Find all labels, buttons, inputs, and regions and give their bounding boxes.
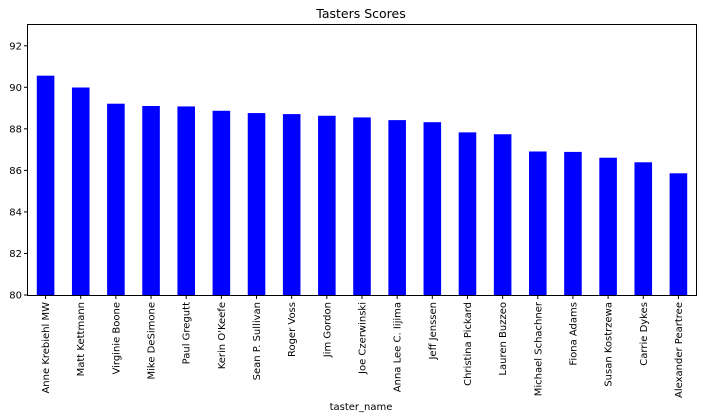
bar-11 — [423, 122, 442, 295]
y-tick-label: 82 — [9, 249, 22, 260]
y-axis: 80 82 84 86 88 90 92 — [9, 41, 28, 302]
bar-18 — [669, 173, 688, 295]
x-tick-label: Lauren Buzzeo — [498, 302, 509, 376]
bar-2 — [107, 103, 125, 295]
bar-16 — [599, 157, 617, 295]
x-tick-label: Matt Kettmann — [76, 302, 87, 376]
bar-1 — [71, 87, 90, 295]
x-tick-label: Christina Pickard — [463, 302, 474, 386]
bar-15 — [564, 151, 582, 295]
bar-14 — [529, 151, 547, 295]
x-tick-label: Anne Krebiehl MW — [41, 302, 52, 394]
y-tick-label: 88 — [9, 124, 22, 135]
y-tick-label: 80 — [9, 291, 22, 302]
x-tick-label: Roger Voss — [287, 302, 298, 357]
x-tick-label: Paul Gregutt — [182, 302, 193, 364]
y-tick-label: 92 — [9, 41, 22, 52]
bar-0 — [36, 75, 55, 295]
x-tick-label: Kerin O'Keefe — [217, 302, 228, 369]
x-tick-label: Virginie Boone — [111, 302, 122, 375]
bar-17 — [634, 162, 653, 295]
bar-5 — [212, 110, 231, 296]
x-tick-label: Sean P. Sullivan — [252, 302, 263, 380]
bar-6 — [247, 113, 266, 295]
x-tick-label: Carrie Dykes — [639, 302, 650, 366]
x-tick-label: Joe Czerwinski — [358, 302, 369, 375]
y-tick-label: 90 — [9, 83, 22, 94]
x-tick-label: Alexander Peartree — [674, 302, 685, 398]
x-axis: Anne Krebiehl MW Matt Kettmann Virginie Bo… — [41, 295, 685, 398]
bar-3 — [142, 106, 160, 295]
bar-9 — [353, 117, 371, 295]
x-tick-label: Susan Kostrzewa — [604, 302, 615, 387]
x-tick-label: Fiona Adams — [568, 302, 579, 366]
bar-10 — [388, 120, 406, 295]
y-tick-label: 86 — [9, 166, 22, 177]
x-tick-label: Jim Gordon — [322, 302, 333, 358]
x-tick-label: Jeff Jenssen — [428, 302, 439, 361]
bars — [36, 75, 688, 296]
x-tick-label: Anna Lee C. Iijima — [393, 302, 404, 392]
x-tick-label: Mike DeSimone — [147, 302, 158, 380]
x-axis-label: taster_name — [330, 402, 393, 413]
y-tick-label: 84 — [9, 207, 22, 218]
bar-13 — [493, 134, 512, 295]
x-tick-label: Michael Schachner — [533, 301, 544, 396]
chart-title: Tasters Scores — [315, 6, 405, 21]
bar-7 — [282, 114, 301, 295]
bar-4 — [177, 106, 195, 296]
bar-8 — [318, 115, 336, 295]
bar-12 — [458, 132, 477, 295]
